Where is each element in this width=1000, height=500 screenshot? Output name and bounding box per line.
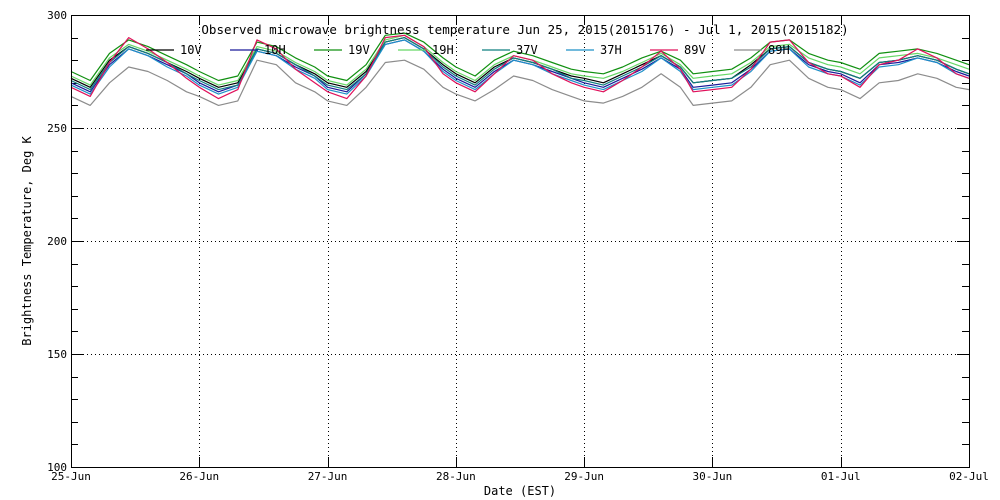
y-axis-label: Brightness Temperature, Deg K: [20, 135, 34, 345]
x-tick-label: 02-Jul: [949, 470, 989, 483]
y-tick-label: 200: [47, 235, 67, 248]
x-axis-label: Date (EST): [484, 484, 556, 498]
series-line-37h: [70, 39, 970, 95]
legend-label-37h: 37H: [600, 43, 622, 57]
plot-frame: [71, 15, 970, 468]
legend-label-37v: 37V: [516, 43, 538, 57]
legend-label-10v: 10V: [180, 43, 202, 57]
y-tick-label: 150: [47, 348, 67, 361]
axis-ticks: [71, 15, 970, 468]
grid-lines: [71, 15, 969, 467]
x-tick-label: 26-Jun: [179, 470, 219, 483]
chart-title: Observed microwave brightness temperatur…: [201, 22, 848, 37]
y-tick-labels: 100 150 200 250 300: [47, 9, 67, 474]
x-tick-label: 29-Jun: [564, 470, 604, 483]
series-line-37v: [70, 36, 970, 91]
series-line-89h: [70, 59, 970, 107]
legend-label-19h: 19H: [432, 43, 454, 57]
y-tick-label: 300: [47, 9, 67, 22]
legend-label-89h: 89H: [768, 43, 790, 57]
x-tick-label: 25-Jun: [51, 470, 91, 483]
legend-label-89v: 89V: [684, 43, 706, 57]
series-line-89v: [70, 34, 970, 100]
y-tick-label: 100: [47, 461, 67, 474]
legend-label-10h: 10H: [264, 43, 286, 57]
x-tick-label: 30-Jun: [693, 470, 733, 483]
series-line-19v: [70, 32, 970, 82]
x-tick-label: 01-Jul: [821, 470, 861, 483]
x-tick-label: 27-Jun: [308, 470, 348, 483]
x-tick-label: 28-Jun: [436, 470, 476, 483]
legend-label-19v: 19V: [348, 43, 370, 57]
legend: 10V 10H 19V 19H 37V 37H 89V 89H: [146, 43, 790, 57]
y-tick-label: 250: [47, 122, 67, 135]
series-lines: [70, 32, 970, 107]
x-tick-labels: 25-Jun 26-Jun 27-Jun 28-Jun 29-Jun 30-Jun 01-J…: [51, 470, 989, 483]
